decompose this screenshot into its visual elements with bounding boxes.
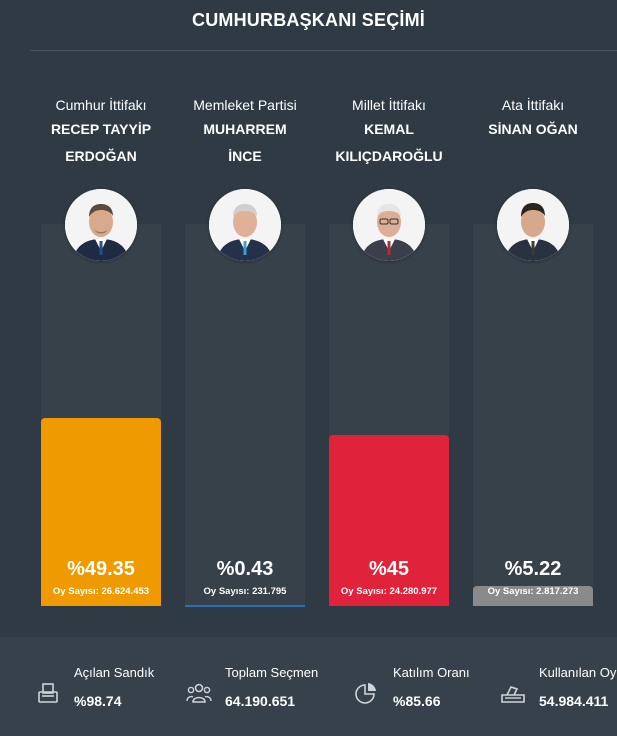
percent-label: %45	[368, 558, 410, 580]
candidate-photo-erdogan	[65, 189, 137, 261]
stat-value: 54.984.411	[539, 693, 609, 709]
summary-footer: Açılan Sandık %98.74 Toplam Seçmen 64.19…	[0, 637, 617, 736]
party-label: Memleket Partisi	[193, 97, 297, 113]
result-bar-fill	[329, 435, 449, 606]
result-column-ince[interactable]: %0.43 Oy Sayısı: 231.795	[185, 224, 305, 607]
stat-label: Katılım Oranı	[393, 665, 470, 680]
ballot-box-icon	[38, 683, 58, 703]
candidate-name-line2: İNCE	[228, 148, 262, 164]
vote-count-label: Oy Sayısı: 24.280.977	[340, 586, 438, 597]
result-column-erdogan[interactable]: %49.35 Oy Sayısı: 26.624.453	[41, 224, 161, 606]
stat-label: Toplam Seçmen	[225, 665, 319, 680]
vote-count-label: Oy Sayısı: 26.624.453	[52, 586, 150, 597]
vote-count-label: Oy Sayısı: 231.795	[203, 586, 287, 597]
vote-box-icon	[501, 686, 525, 703]
result-bar-fill	[41, 418, 161, 606]
party-label: Ata İttifakı	[501, 97, 565, 113]
candidate-name-line2: ERDOĞAN	[65, 148, 137, 164]
candidate-name-line1: MUHARREM	[203, 121, 287, 137]
party-label: Cumhur İttifakı	[55, 97, 147, 113]
stat-opened-ballot: Açılan Sandık %98.74	[74, 665, 154, 709]
stat-value: %85.66	[393, 693, 441, 709]
stat-turnout: Katılım Oranı %85.66	[393, 665, 470, 709]
result-column-kilicdaroglu[interactable]: %45 Oy Sayısı: 24.280.977	[329, 224, 449, 606]
candidate-name-line1: SİNAN OĞAN	[488, 121, 578, 137]
percent-label: %5.22	[504, 558, 562, 580]
candidate-header-ince: Memleket Partisi MUHARREM İNCE	[175, 94, 315, 170]
stat-label: Açılan Sandık	[74, 665, 155, 680]
stat-votes-cast: Kullanılan Oy 54.984.411	[539, 665, 616, 709]
candidate-photo-ince	[209, 189, 281, 261]
percent-label: %0.43	[216, 558, 274, 580]
result-bar-fill	[185, 605, 305, 607]
stat-total-voters: Toplam Seçmen 64.190.651	[225, 665, 318, 709]
page-title: CUMHURBAŞKANI SEÇİMİ	[192, 10, 425, 30]
people-icon	[186, 683, 212, 703]
candidate-photo-kilicdaroglu	[353, 189, 425, 261]
result-column-ogan[interactable]: %5.22 Oy Sayısı: 2.817.273	[473, 224, 593, 606]
stat-value: %98.74	[74, 693, 122, 709]
stat-label: Kullanılan Oy	[539, 665, 617, 680]
candidate-header-kilicdaroglu: Millet İttifakı KEMAL KILIÇDAROĞLU	[319, 94, 459, 170]
party-label: Millet İttifakı	[352, 97, 426, 113]
percent-label: %49.35	[67, 558, 135, 580]
candidate-header-erdogan: Cumhur İttifakı RECEP TAYYİP ERDOĞAN	[31, 94, 171, 170]
candidate-name-line1: KEMAL	[364, 121, 414, 137]
vote-count-label: Oy Sayısı: 2.817.273	[487, 586, 579, 597]
title-divider	[30, 50, 617, 51]
stat-value: 64.190.651	[225, 693, 296, 709]
candidate-name-line1: RECEP TAYYİP	[50, 121, 152, 137]
candidate-photo-ogan	[497, 189, 569, 261]
candidate-header-ogan: Ata İttifakı SİNAN OĞAN	[463, 94, 603, 143]
candidate-name-line2: KILIÇDAROĞLU	[335, 148, 443, 164]
pie-chart-icon	[355, 683, 376, 704]
result-bar-fill	[473, 586, 593, 606]
